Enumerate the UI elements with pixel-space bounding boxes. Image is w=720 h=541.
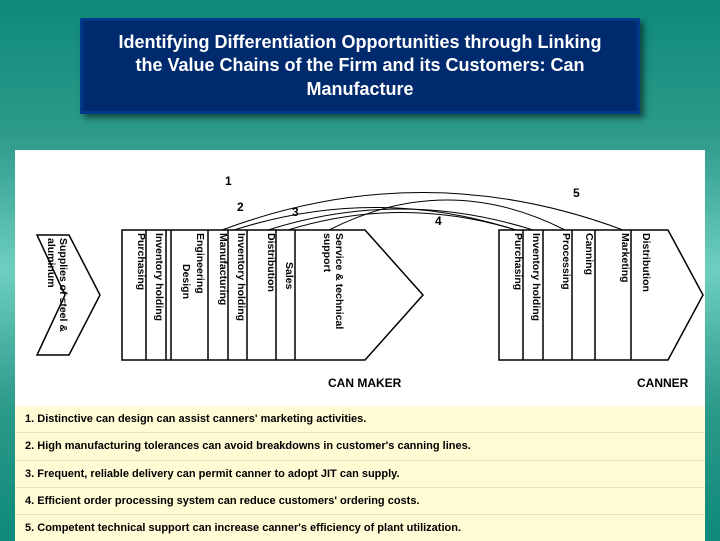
link-number-2: 2 <box>237 200 244 214</box>
cm-activity-3: Engineering <box>194 233 206 363</box>
title-box: Identifying Differentiation Opportunitie… <box>80 18 640 114</box>
cm-activity-8: Service & technical support <box>321 233 345 363</box>
note-3: 3. Frequent, reliable delivery can permi… <box>15 460 705 487</box>
link-number-5: 5 <box>573 186 580 200</box>
link-number-3: 3 <box>292 205 299 219</box>
note-4: 4. Efficient order processing system can… <box>15 487 705 514</box>
cn-activity-1: Inventory holding <box>530 233 542 363</box>
diagram-svg <box>15 150 705 410</box>
note-2: 2. High manufacturing tolerances can avo… <box>15 432 705 459</box>
title-text: Identifying Differentiation Opportunitie… <box>103 31 617 101</box>
link-number-1: 1 <box>225 174 232 188</box>
cm-activity-5: Inventory holding <box>235 233 247 363</box>
cm-activity-4: Manufacturing <box>217 233 229 363</box>
cn-activity-2: Processing <box>560 233 572 363</box>
can-maker-label: CAN MAKER <box>328 376 401 390</box>
cn-activity-3: Canning <box>583 233 595 363</box>
cn-activity-5: Distribution <box>640 233 652 363</box>
link-number-4: 4 <box>435 214 442 228</box>
notes-area: 1. Distinctive can design can assist can… <box>15 406 705 541</box>
canner-label: CANNER <box>637 376 688 390</box>
cm-activity-0: Purchasing <box>135 233 147 363</box>
note-5: 5. Competent technical support can incre… <box>15 514 705 541</box>
cn-activity-0: Purchasing <box>512 233 524 363</box>
supplies-label: Supplies of steel & aluminum <box>45 238 69 368</box>
cm-activity-7: Sales <box>283 262 295 392</box>
diagram-area: Supplies of steel & aluminum Purchasing In… <box>15 150 705 410</box>
cm-activity-6: Distribution <box>265 233 277 363</box>
cm-activity-1: Inventory holding <box>153 233 165 363</box>
cn-activity-4: Marketing <box>619 233 631 363</box>
note-1: 1. Distinctive can design can assist can… <box>15 406 705 432</box>
cm-activity-2: Design <box>180 264 192 394</box>
